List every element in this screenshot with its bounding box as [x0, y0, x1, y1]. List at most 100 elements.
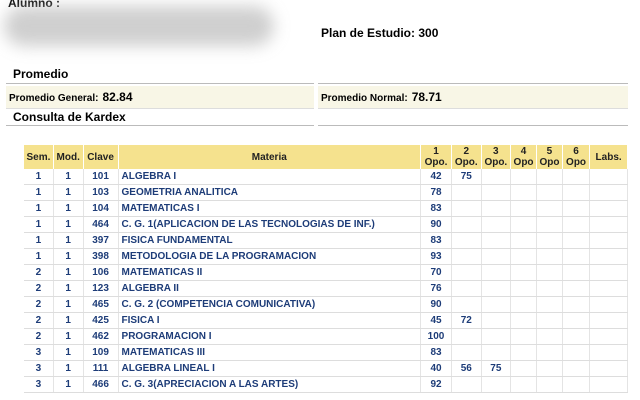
column-header: 1 Opo.: [420, 145, 453, 169]
clave: 104: [83, 200, 119, 217]
kardex-row: 3 1 466 C. G. 3(APRECIACION A LAS ARTES) 92: [24, 376, 628, 393]
opo-grade: [451, 184, 482, 201]
clave: 103: [83, 184, 119, 201]
opo-grade: 92: [420, 376, 453, 393]
opo-grade: 93: [420, 248, 453, 265]
mod: 1: [53, 264, 84, 281]
mod: 1: [53, 200, 84, 217]
materia: PROGRAMACION I: [118, 328, 422, 345]
opo-grade: [481, 312, 512, 329]
blurred-name: [4, 6, 274, 46]
mod: 1: [53, 296, 84, 313]
clave: 425: [83, 312, 119, 329]
materia: C. G. 2 (COMPETENCIA COMUNICATIVA): [118, 296, 422, 313]
materia: ALGEBRA II: [118, 280, 422, 297]
opo-grade: [510, 344, 537, 361]
opo-grade: 40: [420, 360, 453, 377]
opo-grade: [451, 296, 482, 313]
kardex-row: 1 1 464 C. G. 1(APLICACION DE LAS TECNOLOGI…: [24, 216, 628, 233]
kardex-row: 3 1 111 ALGEBRA LINEAL I 40 56 75: [24, 360, 628, 377]
opo-grade: 45: [420, 312, 453, 329]
mod: 1: [53, 232, 84, 249]
opo-grade: [510, 312, 537, 329]
materia: FISICA I: [118, 312, 422, 329]
kardex-row: 1 1 398 METODOLOGIA DE LA PROGRAMACION 93: [24, 248, 628, 265]
labs: [589, 184, 628, 201]
labs: [589, 232, 628, 249]
clave: 466: [83, 376, 119, 393]
materia: GEOMETRIA ANALITICA: [118, 184, 422, 201]
sem: 3: [24, 376, 54, 393]
opo-grade: [451, 200, 482, 217]
materia: MATEMATICAS I: [118, 200, 422, 217]
opo-grade: [562, 184, 591, 201]
opo-grade: [536, 169, 563, 185]
kardex-row: 3 1 109 MATEMATICAS III 83: [24, 344, 628, 361]
sem: 1: [24, 248, 54, 265]
opo-grade: [536, 264, 563, 281]
opo-grade: [481, 169, 512, 185]
promedio-title: Promedio: [13, 67, 69, 81]
normal-box: Promedio Normal: 78.71: [318, 86, 628, 109]
opo-grade: 90: [420, 216, 453, 233]
opo-grade: [510, 360, 537, 377]
opo-grade: [536, 312, 563, 329]
opo-grade: 90: [420, 296, 453, 313]
labs: [589, 264, 628, 281]
opo-grade: [510, 296, 537, 313]
mod: 1: [53, 169, 84, 185]
opo-grade: [536, 184, 563, 201]
header-row: Sem. Mod. Clave Materia 1 Opo. 2 Opo. 3 Opo. 4 …: [24, 145, 628, 169]
opo-grade: [562, 248, 591, 265]
materia: ALGEBRA I: [118, 169, 422, 185]
opo-grade: [481, 200, 512, 217]
kardex-title: Consulta de Kardex: [13, 110, 126, 124]
mod: 1: [53, 328, 84, 345]
materia: C. G. 1(APLICACION DE LAS TECNOLOGIAS DE…: [118, 216, 422, 233]
sem: 2: [24, 328, 54, 345]
opo-grade: [536, 344, 563, 361]
opo-grade: [481, 280, 512, 297]
opo-grade: [451, 376, 482, 393]
column-header: Materia: [118, 145, 422, 169]
column-header: Mod.: [53, 145, 84, 169]
opo-grade: 100: [420, 328, 453, 345]
opo-grade: [510, 216, 537, 233]
opo-grade: [562, 169, 591, 185]
opo-grade: [536, 216, 563, 233]
opo-grade: [536, 296, 563, 313]
opo-grade: [536, 328, 563, 345]
kardex-row: 2 1 123 ALGEBRA II 76: [24, 280, 628, 297]
divider: [6, 83, 314, 84]
labs: [589, 216, 628, 233]
kardex-row: 1 1 101 ALGEBRA I 42 75: [24, 169, 628, 185]
mod: 1: [53, 376, 84, 393]
materia: METODOLOGIA DE LA PROGRAMACION: [118, 248, 422, 265]
materia: FISICA FUNDAMENTAL: [118, 232, 422, 249]
sem: 1: [24, 232, 54, 249]
mod: 1: [53, 248, 84, 265]
divider: [318, 125, 628, 126]
kardex-row: 2 1 465 C. G. 2 (COMPETENCIA COMUNICATIVA) 9…: [24, 296, 628, 313]
opo-grade: [536, 376, 563, 393]
labs: [589, 169, 628, 185]
opo-grade: [451, 328, 482, 345]
column-header: Sem.: [24, 145, 54, 169]
general-box: Promedio General: 82.84: [6, 86, 314, 109]
normal-value: 78.71: [411, 90, 442, 104]
opo-grade: [481, 184, 512, 201]
labs: [589, 312, 628, 329]
materia: MATEMATICAS III: [118, 344, 422, 361]
opo-grade: [562, 280, 591, 297]
opo-grade: [481, 296, 512, 313]
sem: 3: [24, 360, 54, 377]
opo-grade: 83: [420, 232, 453, 249]
opo-grade: [562, 376, 591, 393]
sem: 2: [24, 280, 54, 297]
opo-grade: [562, 216, 591, 233]
opo-grade: [481, 264, 512, 281]
opo-grade: [481, 248, 512, 265]
divider: [6, 125, 314, 126]
opo-grade: 70: [420, 264, 453, 281]
